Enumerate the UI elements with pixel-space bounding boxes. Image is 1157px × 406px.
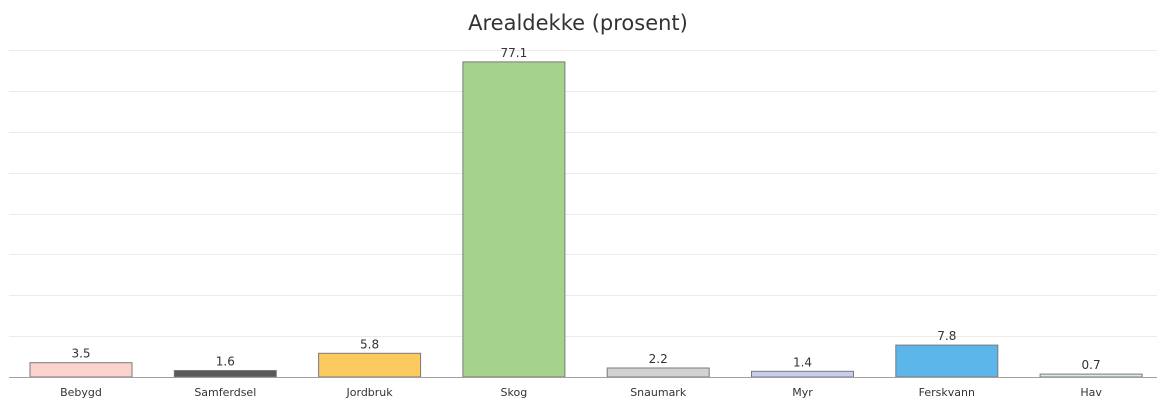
x-tick-label-bebygd: Bebygd <box>60 386 102 399</box>
x-tick-label-snaumark: Snaumark <box>630 386 687 399</box>
bar-myr <box>751 370 854 378</box>
labels: 3.5 Bebygd 1.6 Samferdsel 5.8 Jordbruk 77.1 Sko… <box>60 46 1102 399</box>
data-label-hav: 0.7 <box>1082 358 1101 372</box>
x-tick-label-jordbruk: Jordbruk <box>346 386 394 399</box>
data-label-myr: 1.4 <box>793 355 812 369</box>
data-label-samferdsel: 1.6 <box>216 355 235 369</box>
x-tick-label-myr: Myr <box>792 386 813 399</box>
bar-jordbruk <box>318 352 422 378</box>
gridlines <box>9 50 1157 337</box>
bar-samferdsel <box>173 370 277 378</box>
x-tick-label-skog: Skog <box>501 386 528 399</box>
bars <box>29 61 1143 378</box>
x-tick-label-hav: Hav <box>1080 386 1102 399</box>
data-label-bebygd: 3.5 <box>71 347 90 361</box>
bar-hav <box>1039 373 1143 378</box>
bar-snaumark <box>606 367 710 378</box>
data-label-ferskvann: 7.8 <box>937 329 956 343</box>
data-label-snaumark: 2.2 <box>649 352 668 366</box>
bar-skog <box>462 61 566 378</box>
data-label-jordbruk: 5.8 <box>360 337 379 351</box>
x-tick-label-samferdsel: Samferdsel <box>194 386 256 399</box>
x-tick-label-ferskvann: Ferskvann <box>919 386 975 399</box>
bar-bebygd <box>29 362 133 378</box>
data-label-skog: 77.1 <box>501 46 528 60</box>
chart-title: Arealdekke (prosent) <box>468 11 688 35</box>
bar-ferskvann <box>895 344 999 378</box>
